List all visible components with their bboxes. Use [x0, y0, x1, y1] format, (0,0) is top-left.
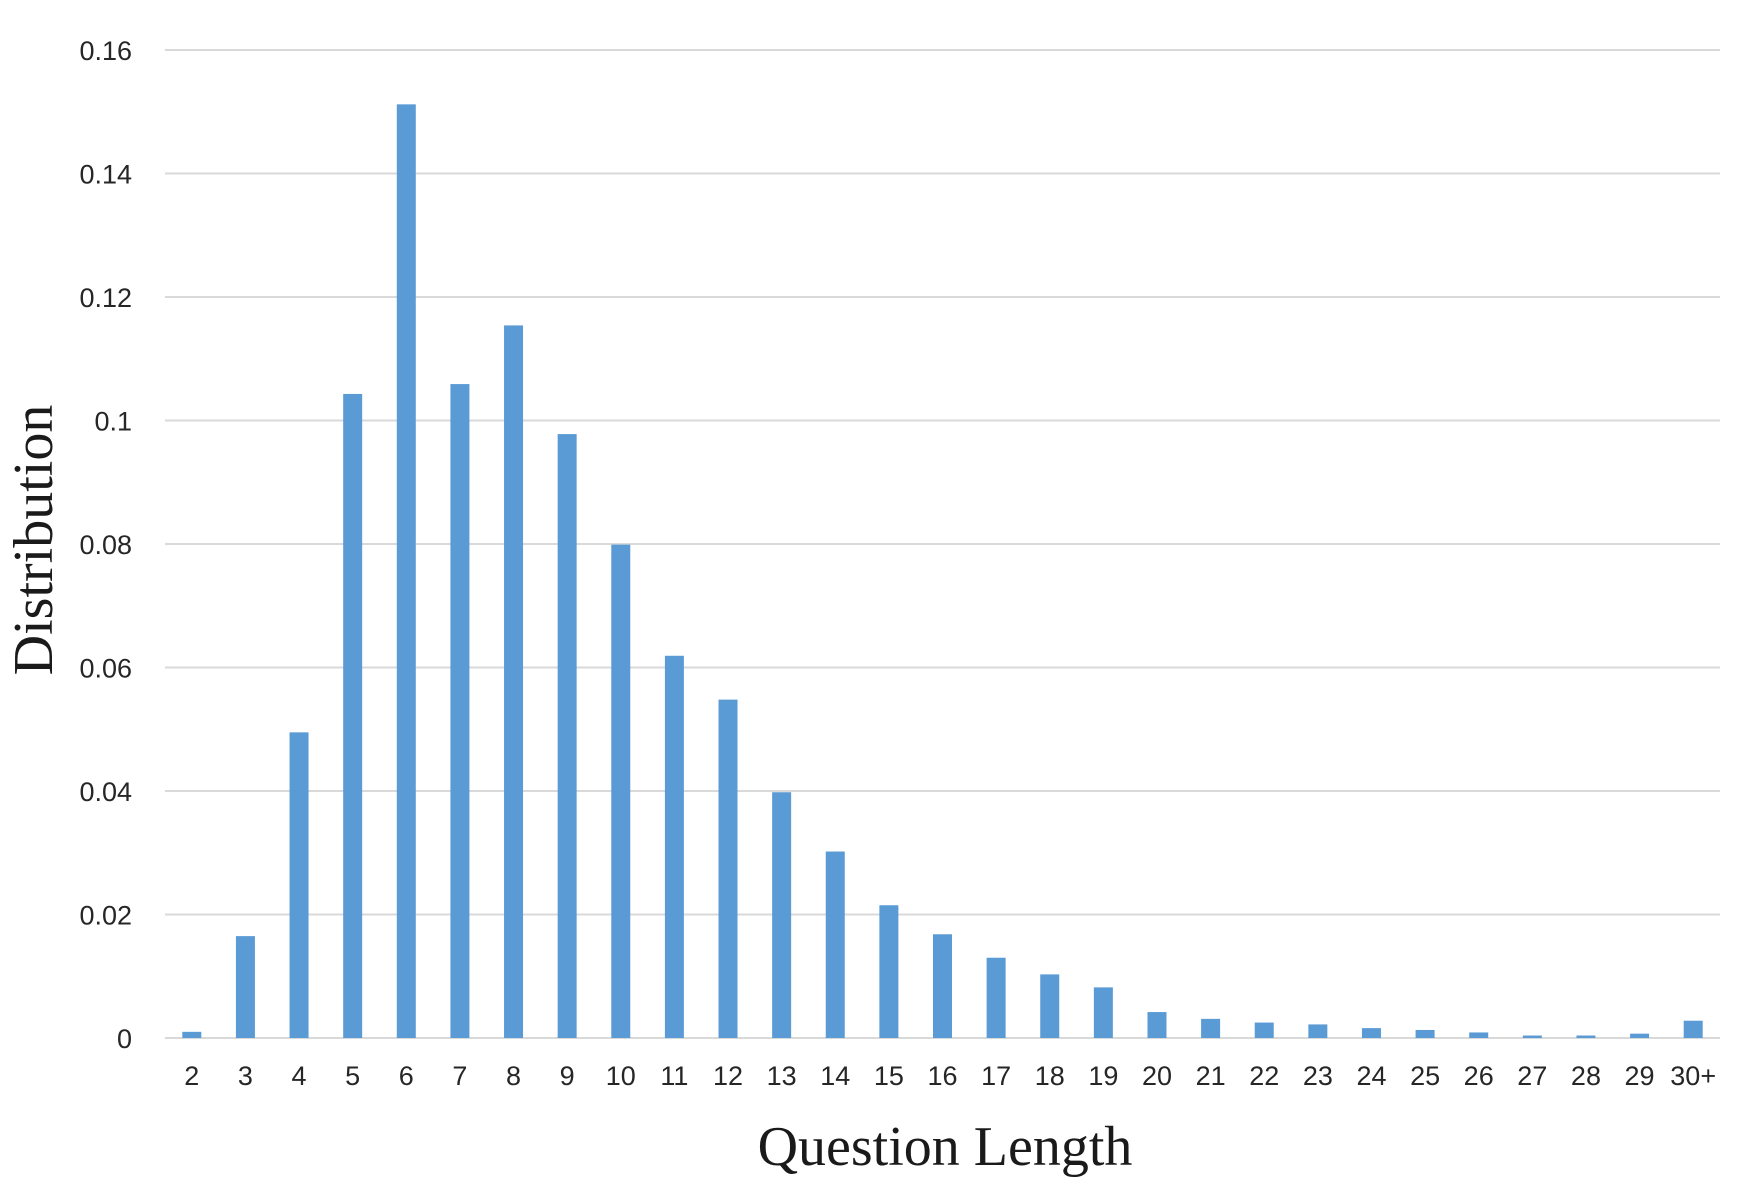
x-tick-label: 7	[452, 1061, 467, 1091]
bar	[235, 936, 255, 1038]
x-tick-label: 18	[1035, 1061, 1065, 1091]
x-tick-label: 28	[1571, 1061, 1601, 1091]
bar	[611, 544, 631, 1038]
bar	[182, 1031, 202, 1038]
x-tick-label: 14	[820, 1061, 850, 1091]
y-tick-label: 0.1	[94, 407, 132, 437]
bars	[182, 104, 1703, 1039]
bar	[825, 851, 845, 1038]
x-tick-label: 22	[1249, 1061, 1279, 1091]
y-tick-label: 0.08	[79, 530, 132, 560]
y-tick-label: 0.04	[79, 777, 132, 807]
x-axis-tick-labels: 2 3 4 5 6 7 8 9 10 11 12 13 14 15 16 17 18 19 20 21 22 23 24 25…	[184, 1061, 1716, 1091]
x-tick-label: 11	[660, 1061, 688, 1091]
bar	[557, 434, 577, 1039]
bar	[504, 325, 524, 1038]
x-tick-label: 30+	[1670, 1061, 1716, 1091]
x-tick-label: 15	[874, 1061, 904, 1091]
x-tick-label: 17	[981, 1061, 1011, 1091]
x-tick-label: 29	[1625, 1061, 1655, 1091]
bar	[772, 792, 792, 1038]
bar	[1630, 1033, 1650, 1038]
bar	[1308, 1024, 1328, 1038]
y-tick-label: 0.12	[79, 283, 132, 313]
bar	[1201, 1018, 1221, 1038]
bar	[1683, 1020, 1703, 1038]
x-tick-label: 19	[1088, 1061, 1118, 1091]
bar	[396, 104, 416, 1039]
x-tick-label: 3	[238, 1061, 253, 1091]
bar	[1040, 974, 1060, 1038]
x-tick-label: 6	[399, 1061, 414, 1091]
x-tick-label: 26	[1464, 1061, 1494, 1091]
y-tick-label: 0.02	[79, 901, 132, 931]
x-tick-label: 4	[292, 1061, 307, 1091]
x-tick-label: 13	[767, 1061, 797, 1091]
x-tick-label: 21	[1196, 1061, 1226, 1091]
x-tick-label: 20	[1142, 1061, 1172, 1091]
bar	[1147, 1012, 1167, 1038]
gridlines	[165, 49, 1720, 1039]
x-tick-label: 24	[1356, 1061, 1386, 1091]
x-axis-title: Question Length	[758, 1116, 1133, 1178]
y-tick-label: 0.16	[79, 36, 132, 66]
x-tick-label: 2	[184, 1061, 199, 1091]
x-tick-label: 10	[606, 1061, 636, 1091]
x-tick-label: 12	[713, 1061, 743, 1091]
x-tick-label: 9	[560, 1061, 575, 1091]
bar	[1576, 1035, 1596, 1038]
y-axis-tick-labels: 0 0.02 0.04 0.06 0.08 0.1 0.12 0.14 0.16	[79, 36, 132, 1054]
bar	[1361, 1028, 1381, 1038]
bar	[1415, 1029, 1435, 1038]
bar	[986, 957, 1006, 1038]
bar	[1522, 1035, 1542, 1038]
bar	[664, 655, 684, 1038]
y-axis-title: Distribution	[3, 405, 65, 676]
bar	[879, 905, 899, 1038]
x-tick-label: 27	[1517, 1061, 1547, 1091]
bar	[718, 699, 738, 1038]
x-tick-label: 8	[506, 1061, 521, 1091]
bar	[450, 384, 470, 1038]
bar	[1093, 987, 1113, 1038]
x-tick-label: 5	[345, 1061, 360, 1091]
x-tick-label: 23	[1303, 1061, 1333, 1091]
bar	[1469, 1032, 1489, 1038]
x-tick-label: 16	[927, 1061, 957, 1091]
bar	[289, 732, 309, 1038]
bar	[933, 934, 952, 1038]
y-tick-label: 0	[117, 1024, 132, 1054]
y-tick-label: 0.06	[79, 654, 132, 684]
bar	[343, 393, 363, 1038]
x-tick-label: 25	[1410, 1061, 1440, 1091]
y-tick-label: 0.14	[79, 160, 132, 190]
bar	[1254, 1022, 1274, 1038]
